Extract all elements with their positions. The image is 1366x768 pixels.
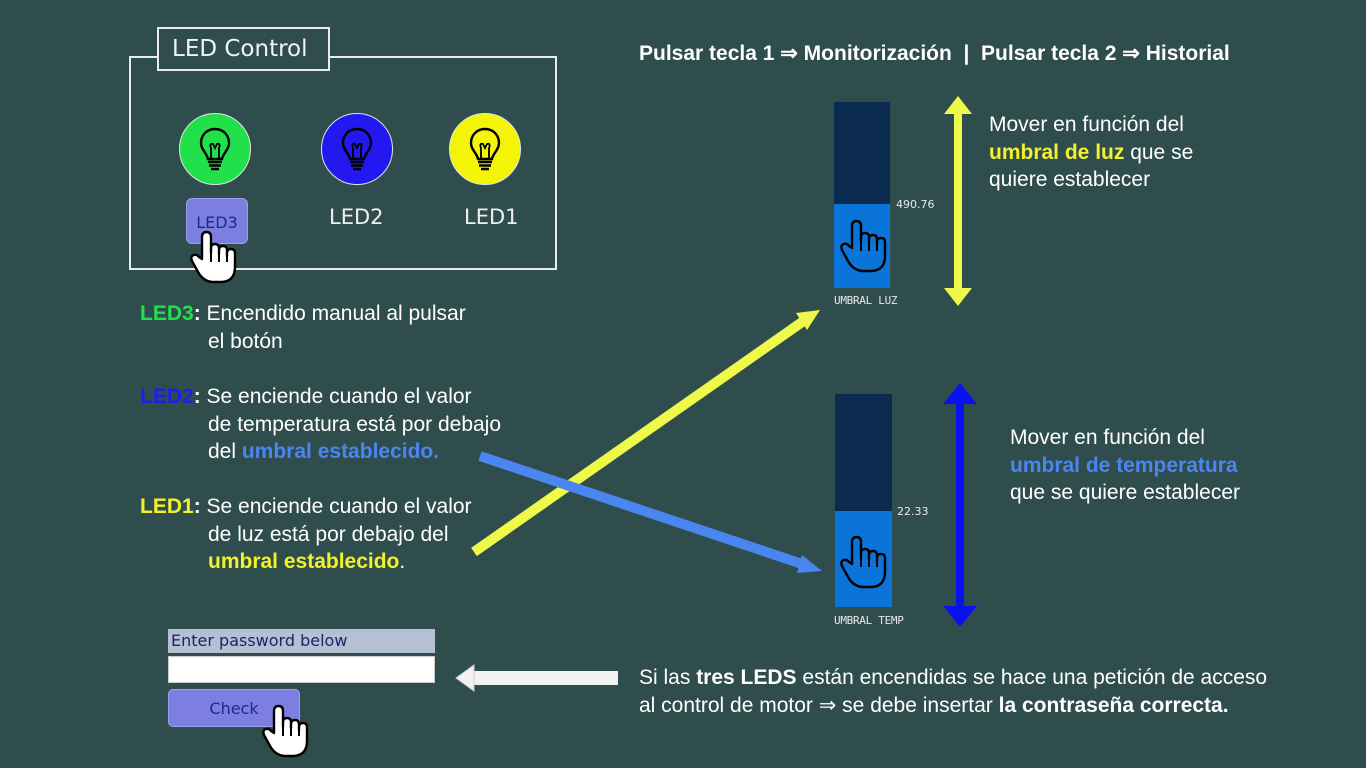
led2-name: LED2 (140, 385, 194, 408)
password-input[interactable] (168, 656, 435, 683)
temp-threshold-note: Mover en función del umbral de temperatu… (1010, 424, 1350, 507)
access-note-line1-bold: tres LEDS (696, 666, 797, 689)
bulb-icon (341, 127, 373, 171)
led3-description: LED3: Encendido manual al pulsar el botó… (140, 300, 560, 355)
light-note-highlight: umbral de luz (989, 140, 1125, 164)
led3-line1: Encendido manual al pulsar (200, 302, 466, 325)
led2-colon: : (193, 385, 201, 408)
led2-threshold-highlight: umbral establecido. (241, 440, 440, 463)
light-note-line1: Mover en función del (989, 113, 1184, 136)
led2-label: LED2 (329, 205, 384, 229)
double-arrow-icon (944, 96, 972, 306)
led1-indicator (449, 113, 521, 185)
led3-line2: el botón (208, 329, 283, 353)
led2-line2: de temperatura está por debajo (208, 412, 502, 436)
bulb-icon (469, 127, 501, 171)
hand-pointer-icon (190, 230, 237, 284)
led1-label: LED1 (464, 205, 519, 229)
led3-colon: : (193, 302, 201, 325)
key-instruction: Pulsar tecla 1 ⇒ Monitorización | Pulsar… (639, 42, 1230, 65)
temp-slider-caption: UMBRAL TEMP (834, 614, 904, 627)
led1-threshold-highlight: umbral establecido (208, 550, 400, 573)
access-note-line2-prefix: al control de motor ⇒ se debe insertar (639, 693, 999, 717)
double-arrow-icon (943, 383, 977, 627)
light-note-rest: que se (1124, 140, 1194, 164)
led1-name: LED1 (140, 495, 194, 518)
hand-pointer-icon (262, 704, 309, 758)
light-slider-caption: UMBRAL LUZ (834, 294, 898, 307)
access-note-line1-prefix: Si las (639, 666, 697, 689)
led-control-panel (129, 56, 557, 270)
hand-pointer-icon (840, 535, 887, 589)
yellow-arrow (471, 310, 820, 557)
access-note-line1-suffix: están encendidas se hace una petición de… (796, 666, 1268, 689)
led3-indicator (179, 113, 251, 185)
temp-slider-value: 22.33 (897, 505, 929, 518)
light-note-line3: quiere establecer (989, 168, 1151, 191)
led1-description: LED1: Se enciende cuando el valor de luz… (140, 493, 560, 576)
led3-name: LED3 (140, 302, 194, 325)
temp-note-highlight: umbral de temperatura (1010, 453, 1238, 477)
led1-line1: Se enciende cuando el valor (200, 495, 472, 518)
light-threshold-slider[interactable] (834, 102, 890, 288)
bulb-icon (199, 127, 231, 171)
led3-button[interactable]: LED3 (186, 198, 248, 244)
light-threshold-note: Mover en función del umbral de luz que s… (989, 111, 1319, 194)
access-note: Si las tres LEDS están encendidas se hac… (639, 664, 1359, 719)
led1-line3-suffix: . (399, 550, 406, 573)
temp-note-line3: que se quiere establecer (1010, 481, 1240, 504)
left-arrow-icon (455, 664, 618, 692)
access-note-line2-bold: la contraseña correcta. (998, 693, 1229, 717)
light-slider-value: 490.76 (896, 198, 935, 211)
led1-line2: de luz está por debajo del (208, 522, 449, 546)
temp-note-line1: Mover en función del (1010, 426, 1205, 449)
hand-pointer-icon (840, 219, 887, 273)
blue-arrow (478, 451, 822, 573)
led-control-title: LED Control (157, 27, 330, 71)
led2-line3-prefix: del (208, 440, 242, 463)
led1-colon: : (193, 495, 201, 518)
led2-indicator (321, 113, 393, 185)
led2-line1: Se enciende cuando el valor (200, 385, 472, 408)
led2-description: LED2: Se enciende cuando el valor de tem… (140, 383, 560, 466)
password-label: Enter password below (168, 629, 435, 653)
